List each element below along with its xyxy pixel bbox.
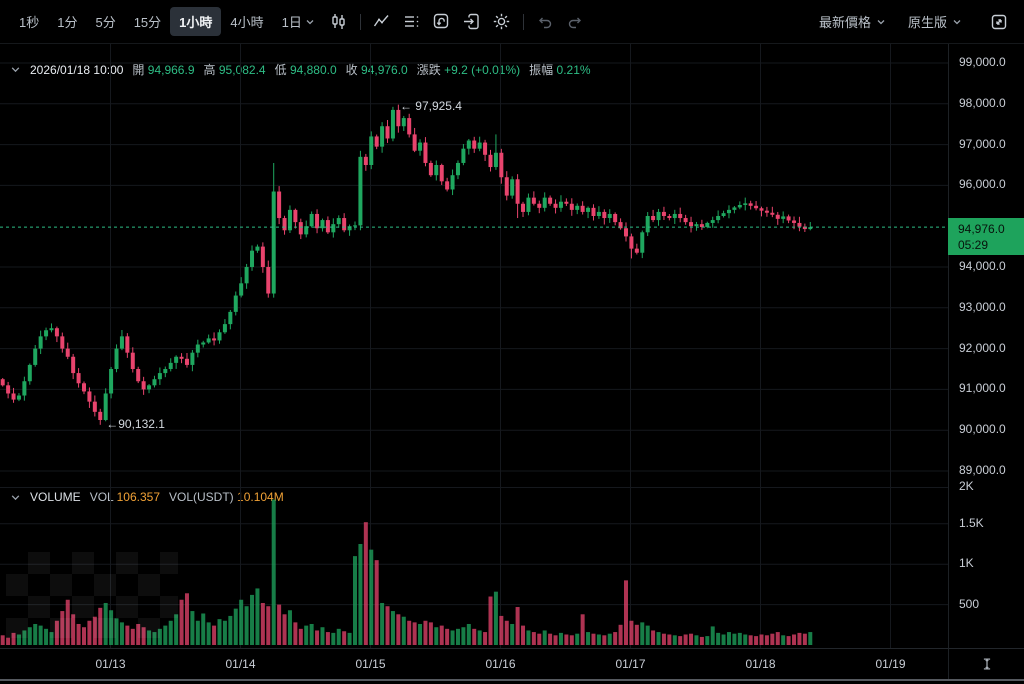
price-tick-label: 90,000.0 (959, 422, 1006, 437)
toolbar-divider (522, 13, 524, 30)
current-price-badge: 94,976.0 05:29 (948, 218, 1024, 256)
indicators-button[interactable] (367, 8, 397, 36)
redo-icon (566, 13, 584, 31)
date-tick-label: 01/17 (615, 657, 646, 671)
toolbar-divider (359, 13, 361, 30)
interval-15m[interactable]: 15分 (133, 15, 162, 30)
undo-icon (536, 13, 554, 31)
price-mode-label: 最新價格 (818, 15, 871, 30)
open-field: 開 94,966.9 (132, 63, 195, 77)
chart-style-button[interactable] (324, 8, 354, 36)
horizontal-scrollbar[interactable] (0, 679, 1024, 681)
price-tick-label: 97,000.0 (959, 136, 1006, 151)
settings-button[interactable] (487, 8, 517, 36)
export-button[interactable] (457, 8, 487, 36)
interval-5m[interactable]: 5分 (95, 15, 116, 30)
expand-icon (990, 13, 1008, 31)
chevron-down-icon (952, 17, 962, 27)
low-field: 低 94,880.0 (274, 63, 337, 77)
change-field: 漲跌 +9.2 (+0.01%) (416, 63, 521, 77)
indicator-settings-button[interactable] (397, 8, 427, 36)
close-field: 收 94,976.0 (345, 63, 408, 77)
fullscreen-button[interactable] (984, 8, 1014, 36)
price-tick-label: 99,000.0 (959, 55, 1006, 69)
collapse-chevron-icon[interactable] (10, 492, 21, 503)
price-tick-label: 89,000.0 (959, 463, 1006, 477)
ohlc-legend: 2026/01/18 10:00 開 94,966.9 高 95,082.4 低… (10, 61, 591, 78)
price-tick-label: 92,000.0 (959, 340, 1006, 355)
chart-version-dropdown[interactable]: 原生版 (908, 12, 962, 31)
indicator-line-icon (372, 12, 391, 31)
chevron-down-icon (876, 17, 886, 27)
date-tick-label: 01/19 (875, 657, 906, 671)
interval-1m[interactable]: 1分 (57, 15, 78, 30)
price-scale-reset-icon (979, 656, 995, 672)
candle-datetime: 2026/01/18 10:00 (30, 62, 124, 77)
toolbar-right: 最新價格 原生版 (819, 8, 1014, 36)
interval-1h-active[interactable]: 1小時 (170, 7, 222, 36)
time-axis[interactable]: 01/13 01/14 01/15 01/16 01/17 01/18 01/19 (0, 648, 948, 679)
current-price-value: 94,976.0 (958, 222, 1005, 237)
axis-corner[interactable] (948, 648, 1024, 679)
volume-tick-label: 2K (959, 479, 974, 494)
date-tick-label: 01/18 (745, 657, 776, 671)
price-axis[interactable]: 99,000.0 98,000.0 97,000.0 96,000.0 94,000.0… (948, 44, 1024, 648)
amplitude-field: 振幅 0.21% (529, 63, 591, 77)
interval-1d-label: 1日 (281, 15, 302, 30)
price-tick-label: 91,000.0 (959, 381, 1006, 396)
price-tick-label: 93,000.0 (959, 299, 1006, 314)
date-tick-label: 01/15 (355, 657, 386, 671)
date-tick-label: 01/13 (95, 657, 126, 671)
price-tick-label: 94,000.0 (959, 259, 1006, 273)
toolbar: 1秒 1分 5分 15分 1小時 4小時 1日 (0, 0, 1024, 44)
chevron-down-icon (305, 17, 315, 27)
volume-tick-label: 500 (959, 596, 980, 611)
undo-button[interactable] (530, 8, 560, 36)
vol-field: VOL 106.357 (89, 490, 160, 504)
price-mode-dropdown[interactable]: 最新價格 (819, 12, 886, 31)
date-tick-label: 01/16 (485, 657, 516, 671)
arrow-into-box-icon (462, 12, 481, 31)
gear-icon (492, 12, 511, 31)
collapse-chevron-icon[interactable] (10, 64, 21, 75)
date-tick-label: 01/14 (225, 657, 256, 671)
high-field: 高 95,082.4 (203, 63, 266, 77)
list-settings-icon (402, 12, 421, 31)
price-tick-label: 96,000.0 (959, 177, 1006, 192)
interval-4h[interactable]: 4小時 (230, 15, 264, 30)
interval-1s[interactable]: 1秒 (19, 15, 40, 30)
exchange-watermark (6, 552, 178, 638)
countdown-timer: 05:29 (958, 238, 989, 253)
volume-title: VOLUME (30, 490, 81, 504)
volume-tick-label: 1K (959, 556, 974, 571)
replay-button[interactable] (427, 8, 457, 36)
chart-version-label: 原生版 (907, 15, 947, 30)
replay-box-icon (432, 12, 451, 31)
interval-1d-dropdown[interactable]: 1日 (273, 7, 324, 36)
candlestick-icon (329, 12, 348, 31)
redo-button[interactable] (560, 8, 590, 36)
volume-tick-label: 1.5K (959, 515, 984, 530)
price-tick-label: 98,000.0 (959, 95, 1006, 110)
